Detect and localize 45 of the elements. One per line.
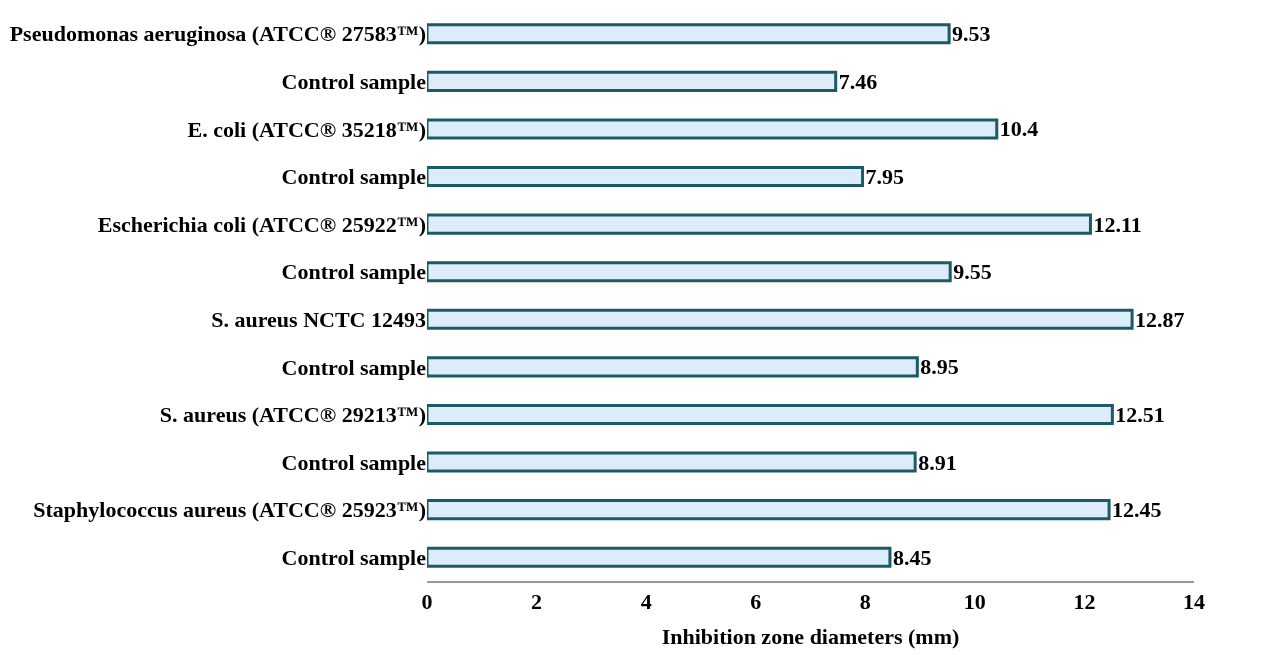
y-tick-label: Staphylococcus aureus (ATCC® 25923™)	[33, 497, 426, 523]
data-label: 10.4	[999, 116, 1039, 142]
y-tick-label: Control sample	[281, 544, 427, 570]
x-tick-label: 2	[531, 589, 543, 615]
data-label: 12.11	[1093, 211, 1142, 237]
bar	[427, 213, 1092, 235]
y-tick-label: S. aureus (ATCC® 29213™)	[159, 402, 426, 428]
data-label: 12.87	[1135, 306, 1185, 332]
y-tick-label: Control sample	[281, 449, 427, 475]
bar	[427, 166, 865, 188]
data-label: 12.45	[1112, 497, 1162, 523]
x-tick-label: 6	[750, 589, 762, 615]
bar	[427, 451, 917, 473]
bar	[427, 499, 1111, 521]
y-tick-label: Escherichia coli (ATCC® 25922™)	[97, 211, 426, 237]
data-label: 8.95	[920, 354, 959, 380]
data-label: 12.51	[1115, 401, 1165, 427]
x-tick-label: 10	[963, 589, 986, 615]
data-label: 7.95	[865, 164, 905, 190]
bar	[427, 546, 892, 568]
data-label: 9.53	[952, 21, 991, 47]
bar	[427, 356, 919, 378]
x-axis-title: Inhibition zone diameters (mm)	[661, 623, 960, 649]
y-tick-label: Pseudomonas aeruginosa (ATCC® 27583™)	[9, 21, 426, 47]
y-tick-label: Control sample	[281, 354, 427, 380]
bar	[427, 261, 952, 283]
x-tick-label: 0	[421, 589, 433, 615]
y-tick-label: E. coli (ATCC® 35218™)	[187, 116, 426, 142]
bar	[427, 403, 1114, 425]
data-label: 8.91	[918, 449, 957, 475]
x-tick-label: 8	[859, 589, 871, 615]
data-label: 9.55	[953, 259, 992, 285]
bar	[427, 118, 999, 140]
x-tick-label: 4	[640, 589, 652, 615]
y-tick-label: Control sample	[281, 164, 427, 190]
x-tick-label: 12	[1073, 589, 1096, 615]
y-tick-label: Control sample	[281, 69, 427, 95]
bar	[427, 23, 951, 45]
x-tick-label: 14	[1183, 589, 1205, 615]
y-tick-label: S. aureus NCTC 12493	[211, 306, 426, 332]
data-label: 8.45	[892, 544, 932, 570]
y-tick-label: Control sample	[281, 259, 427, 285]
data-label: 7.46	[838, 68, 878, 94]
bar	[427, 70, 838, 92]
bar	[427, 308, 1134, 330]
